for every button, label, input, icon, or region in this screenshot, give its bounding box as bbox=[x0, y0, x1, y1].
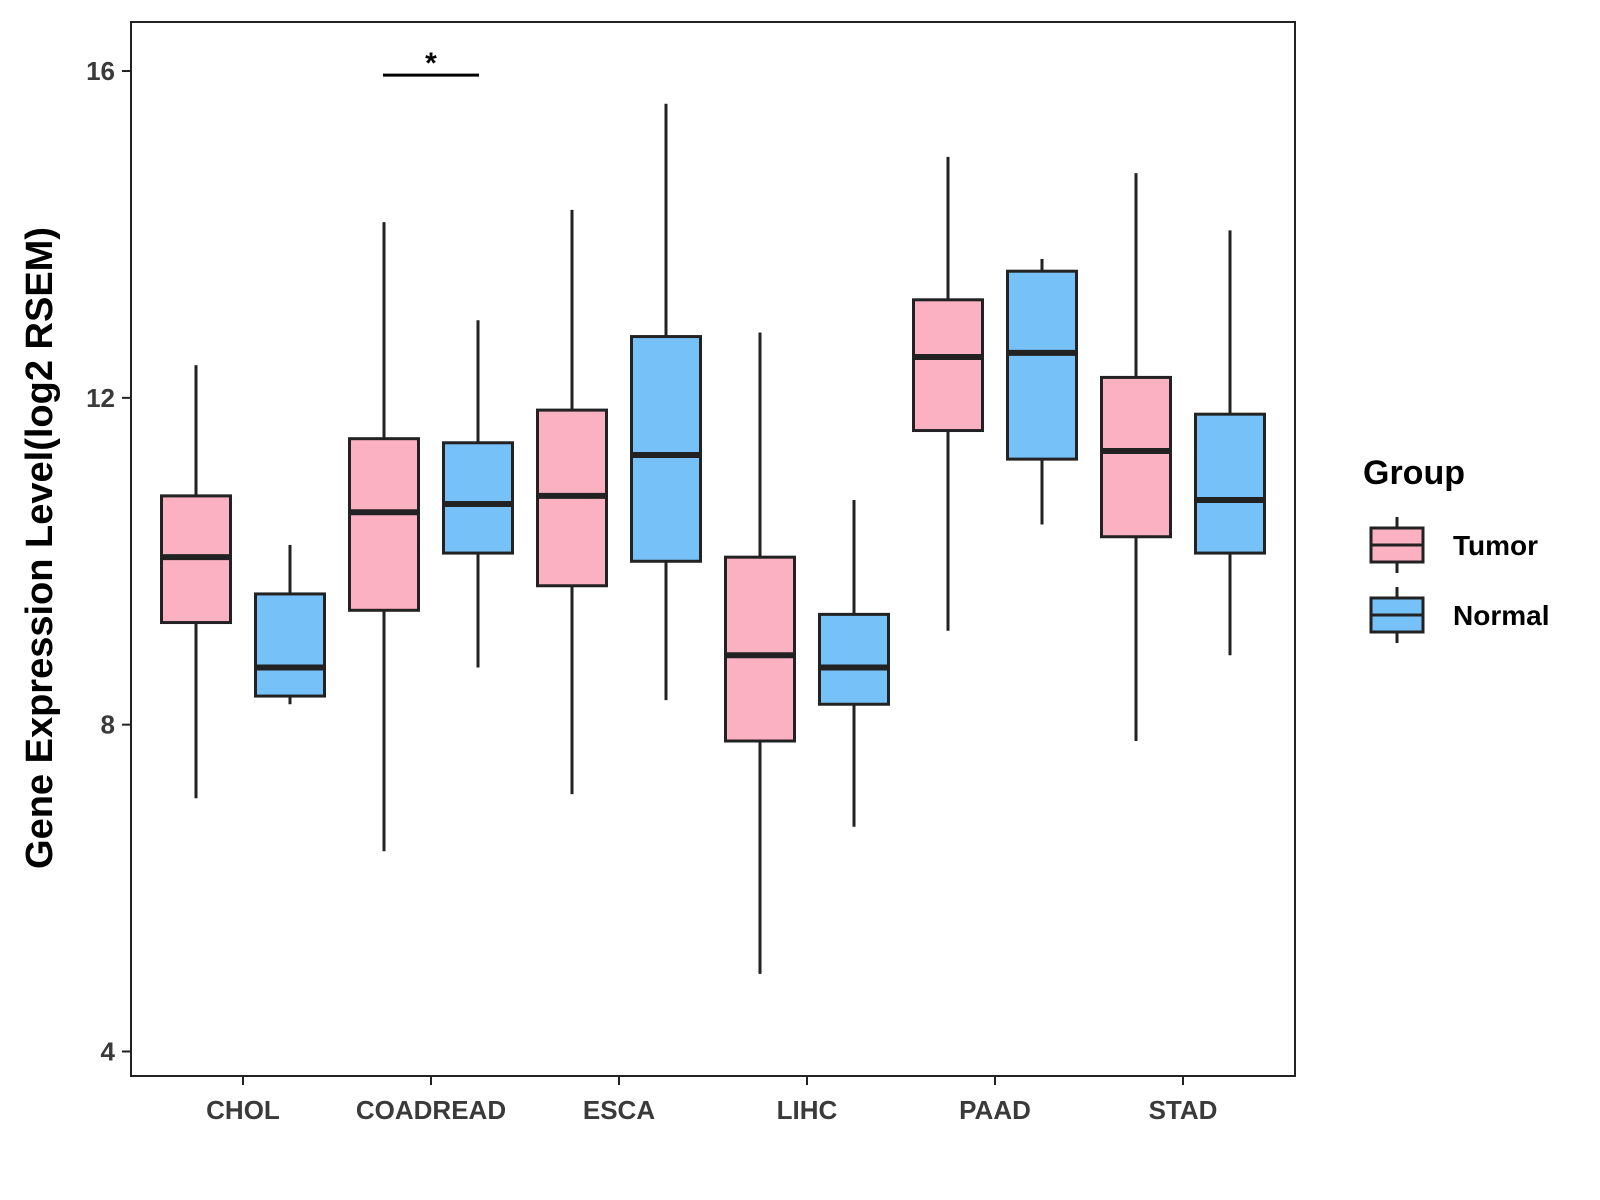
box-normal-coadread bbox=[442, 320, 514, 668]
legend-item-tumor: Tumor bbox=[1369, 517, 1538, 573]
box-tumor-stad bbox=[1100, 173, 1172, 742]
box-tumor-coadread bbox=[348, 222, 420, 852]
y-tick-label: 16 bbox=[86, 56, 115, 86]
y-tick-label: 12 bbox=[86, 383, 115, 413]
legend: Group Tumor Normal bbox=[1363, 454, 1549, 643]
box-iqr bbox=[1194, 412, 1266, 555]
x-tick-label-paad: PAAD bbox=[959, 1095, 1031, 1125]
box-normal-paad bbox=[1006, 258, 1078, 525]
box-normal-stad bbox=[1194, 230, 1266, 656]
box-normal-lihc bbox=[818, 499, 890, 827]
x-tick-label-lihc: LIHC bbox=[777, 1095, 838, 1125]
legend-label: Normal bbox=[1453, 600, 1549, 631]
x-tick-label-coadread: COADREAD bbox=[356, 1095, 506, 1125]
box-group bbox=[160, 103, 1266, 974]
y-axis-title: Gene Expression Level(log2 RSEM) bbox=[19, 227, 61, 869]
box-iqr bbox=[348, 437, 420, 612]
y-axis: 4 8 12 16 bbox=[86, 56, 131, 1066]
box-tumor-paad bbox=[912, 156, 984, 631]
y-tick-label: 4 bbox=[101, 1036, 116, 1066]
x-tick-label-stad: STAD bbox=[1149, 1095, 1218, 1125]
box-iqr bbox=[818, 612, 890, 706]
box-iqr bbox=[1100, 375, 1172, 539]
box-iqr bbox=[442, 441, 514, 555]
box-iqr bbox=[1006, 269, 1078, 461]
legend-label: Tumor bbox=[1453, 530, 1538, 561]
plot-panel bbox=[130, 21, 1296, 1077]
significance-annotations: * bbox=[383, 47, 479, 80]
box-normal-esca bbox=[630, 103, 702, 701]
x-tick-label-chol: CHOL bbox=[206, 1095, 280, 1125]
box-tumor-chol bbox=[160, 365, 232, 799]
legend-item-normal: Normal bbox=[1369, 587, 1549, 643]
x-axis: CHOL COADREAD ESCA LIHC PAAD STAD bbox=[206, 1076, 1217, 1125]
x-tick-label-esca: ESCA bbox=[583, 1095, 655, 1125]
box-iqr bbox=[254, 592, 326, 698]
box-iqr bbox=[912, 298, 984, 433]
box-tumor-lihc bbox=[724, 332, 796, 974]
significance-label: * bbox=[425, 47, 437, 80]
legend-title: Group bbox=[1363, 454, 1465, 492]
box-iqr bbox=[630, 335, 702, 563]
box-normal-chol bbox=[254, 544, 326, 705]
box-tumor-esca bbox=[536, 209, 608, 795]
y-tick-label: 8 bbox=[101, 710, 115, 740]
box-iqr bbox=[724, 555, 796, 743]
